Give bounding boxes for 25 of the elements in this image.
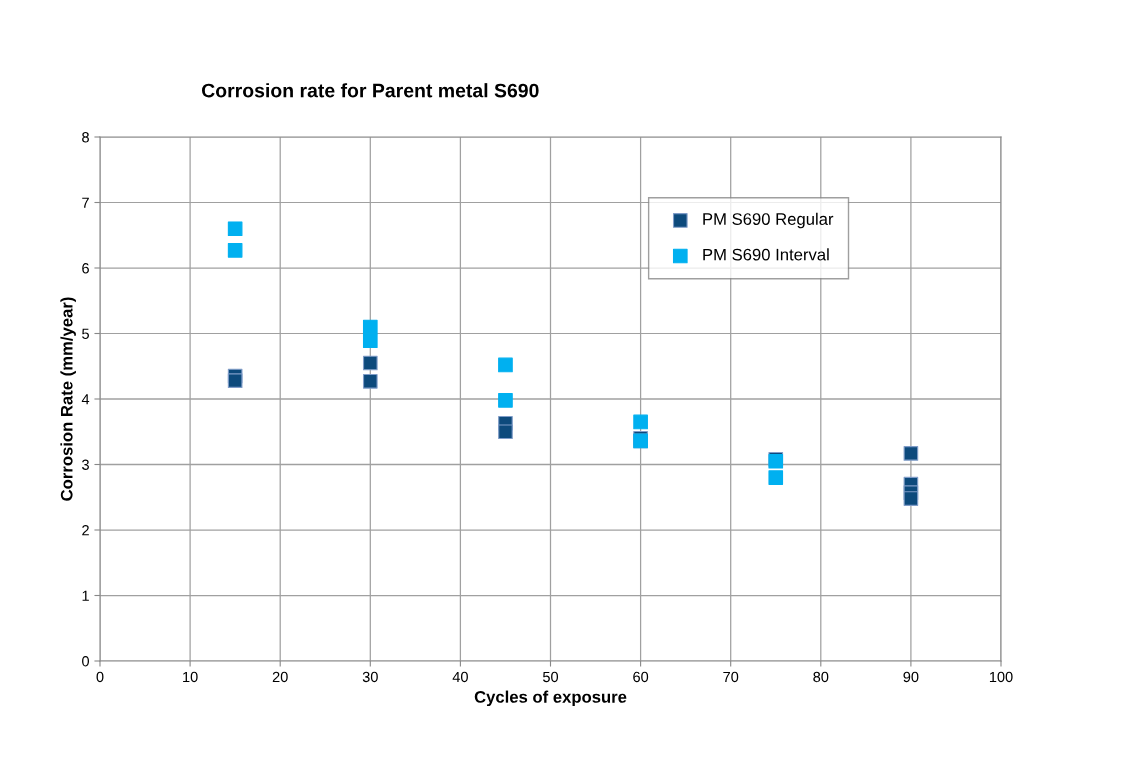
y-tick-label: 1	[82, 590, 89, 601]
x-tick-label: 20	[272, 671, 288, 683]
x-tick-label: 90	[903, 671, 919, 683]
y-tick-label: 0	[82, 656, 90, 667]
y-axis-title: Corrosion Rate (mm/year)	[60, 297, 76, 501]
x-tick-label: 60	[633, 671, 649, 683]
chart-title: Corrosion rate for Parent metal S690	[201, 83, 539, 98]
y-tick-label: 6	[82, 263, 89, 274]
x-tick-label: 30	[362, 671, 378, 683]
x-tick-label: 100	[989, 671, 1013, 683]
x-tick-label: 50	[542, 671, 559, 683]
x-tick-label: 0	[96, 671, 104, 683]
x-axis-title: Cycles of exposure	[474, 690, 627, 707]
x-tick-label: 40	[452, 671, 468, 683]
y-tick-label: 2	[82, 525, 89, 536]
x-tick-label: 70	[723, 671, 739, 683]
y-tick-label: 8	[82, 132, 89, 143]
y-tick-label: 5	[82, 328, 89, 339]
x-tick-label: 10	[183, 671, 198, 683]
legend-label: PM S690 Interval	[703, 248, 829, 261]
legend-label: PM S690 Regular	[703, 212, 834, 229]
x-tick-label: 80	[813, 671, 829, 683]
y-tick-label: 7	[82, 197, 89, 208]
y-tick-label: 3	[82, 459, 89, 470]
y-tick-label: 4	[81, 394, 90, 405]
